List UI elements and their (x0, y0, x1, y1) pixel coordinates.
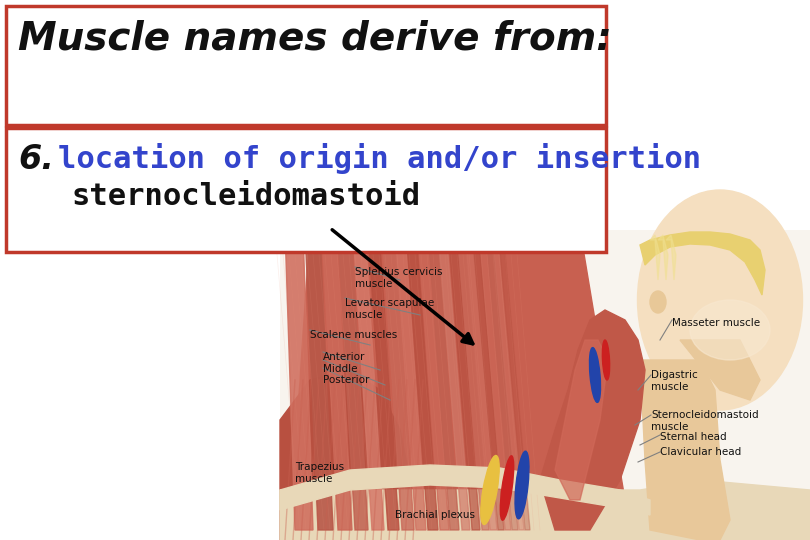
Ellipse shape (481, 456, 499, 524)
Text: Masseter muscle: Masseter muscle (672, 318, 760, 328)
FancyBboxPatch shape (280, 230, 810, 540)
Text: Scalene muscles: Scalene muscles (310, 330, 397, 340)
Polygon shape (658, 235, 668, 280)
Polygon shape (406, 230, 438, 530)
Polygon shape (285, 230, 313, 530)
FancyBboxPatch shape (6, 128, 606, 252)
Ellipse shape (501, 456, 514, 520)
Polygon shape (457, 230, 489, 530)
Polygon shape (666, 235, 676, 280)
Polygon shape (280, 465, 650, 515)
Text: location of origin and/or insertion: location of origin and/or insertion (58, 143, 701, 174)
Text: 6.: 6. (18, 143, 54, 176)
FancyBboxPatch shape (6, 6, 606, 125)
Polygon shape (280, 480, 810, 540)
Text: Brachial plexus: Brachial plexus (395, 510, 475, 520)
Polygon shape (479, 230, 511, 530)
Text: Sternocleidomastoid
muscle: Sternocleidomastoid muscle (651, 410, 759, 431)
Polygon shape (465, 230, 497, 530)
Polygon shape (428, 230, 459, 530)
Polygon shape (353, 230, 384, 530)
Polygon shape (382, 230, 414, 530)
Polygon shape (280, 370, 420, 540)
Text: Digastric
muscle: Digastric muscle (651, 370, 697, 392)
Polygon shape (448, 230, 480, 530)
Polygon shape (395, 230, 426, 530)
Ellipse shape (515, 451, 529, 519)
Ellipse shape (650, 291, 666, 313)
Text: Muscle names derive from:: Muscle names derive from: (18, 20, 612, 58)
Polygon shape (492, 230, 524, 530)
Polygon shape (640, 360, 730, 540)
Polygon shape (305, 230, 333, 530)
Text: Splenius cervicis
muscle: Splenius cervicis muscle (355, 267, 442, 288)
Text: Clavicular head: Clavicular head (660, 447, 741, 457)
Ellipse shape (637, 190, 803, 410)
Polygon shape (472, 230, 504, 530)
Polygon shape (640, 232, 765, 295)
Polygon shape (498, 230, 530, 530)
Polygon shape (555, 340, 608, 500)
Polygon shape (680, 340, 760, 400)
Ellipse shape (590, 348, 600, 402)
Text: Trapezius
muscle: Trapezius muscle (295, 462, 344, 484)
Text: sternocleidomastoid: sternocleidomastoid (72, 182, 421, 211)
Polygon shape (438, 230, 470, 530)
Ellipse shape (603, 340, 610, 380)
Text: Levator scapulae
muscle: Levator scapulae muscle (345, 298, 434, 320)
Polygon shape (322, 230, 352, 530)
Polygon shape (486, 230, 518, 530)
Text: Sternal head: Sternal head (660, 432, 727, 442)
Polygon shape (368, 230, 399, 530)
Polygon shape (338, 230, 368, 530)
Polygon shape (650, 235, 660, 280)
Text: Anterior
Middle
Posterior: Anterior Middle Posterior (323, 352, 369, 385)
Polygon shape (418, 230, 449, 530)
Ellipse shape (690, 300, 770, 360)
Polygon shape (540, 310, 645, 530)
Polygon shape (290, 230, 630, 530)
